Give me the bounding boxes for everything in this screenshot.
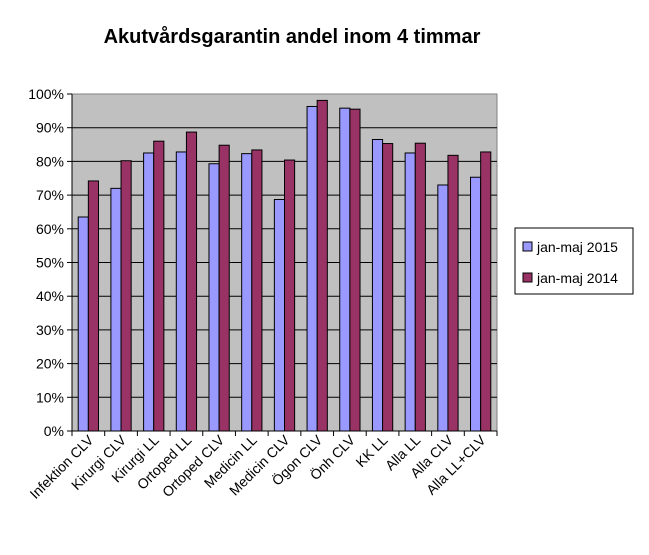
bar [153,140,165,432]
bar [143,152,155,432]
y-axis: 0% 10% 20% 30% 40% 50% 60% 70% 80% 90% 100% [28,86,73,439]
legend: jan-maj 2015 jan-maj 2014 [514,227,634,295]
y-tick-label: 60% [36,221,64,237]
plot-area [71,93,498,432]
bar [404,152,416,432]
bar [480,151,492,432]
legend-label: jan-maj 2014 [536,270,618,286]
bar [218,144,230,432]
legend-swatch [522,272,533,283]
bar [208,163,220,432]
y-tick-label: 50% [36,255,64,271]
y-tick-label: 20% [36,356,64,372]
bar [185,131,198,432]
y-tick-label: 90% [36,120,64,136]
bar [120,160,132,432]
bar [349,108,361,432]
bar [437,184,449,432]
y-tick-label: 10% [36,389,64,405]
y-tick-label: 70% [36,187,64,203]
y-tick-label: 80% [36,153,64,169]
bar [284,159,296,432]
y-tick-label: 40% [36,288,64,304]
bar [316,99,328,432]
bar [306,105,318,432]
bar [382,143,394,432]
bar [371,138,384,432]
bar [447,154,459,432]
bar [414,142,426,432]
y-tick-label: 100% [28,86,64,102]
y-tick-label: 0% [44,423,64,439]
bar [470,176,482,432]
bar [77,216,89,432]
legend-label: jan-maj 2015 [536,239,618,255]
chart-title: Akutvårdsgarantin andel inom 4 timmar [104,25,481,48]
y-tick-label: 30% [36,322,64,338]
bar [273,198,286,432]
bar [110,187,122,432]
bar [175,151,187,432]
legend-swatch [522,241,533,252]
bar [251,149,263,432]
bar [339,107,351,432]
legend-box [514,227,634,295]
bar [241,153,253,432]
bar [87,180,99,432]
